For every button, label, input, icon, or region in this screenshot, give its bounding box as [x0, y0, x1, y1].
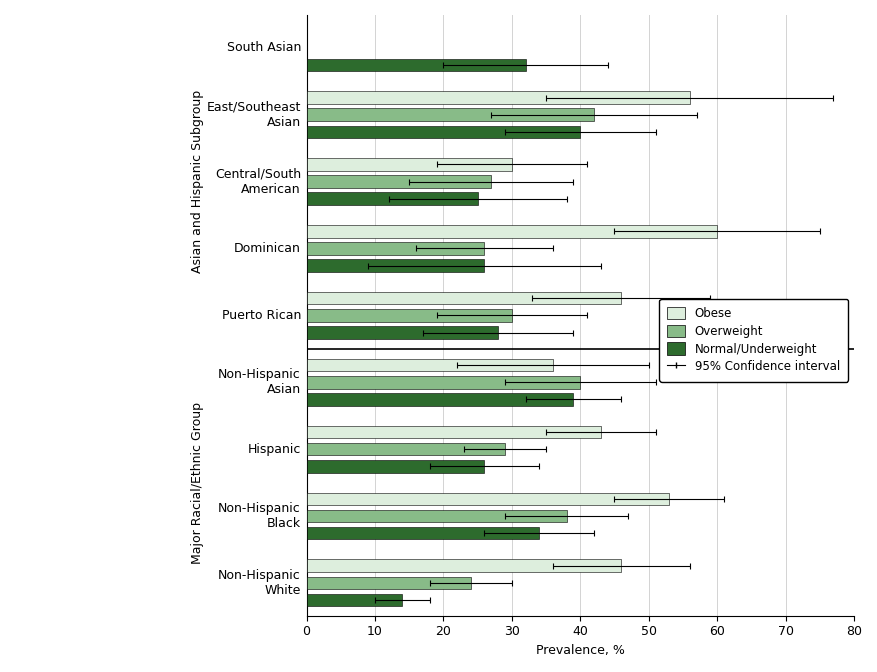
- Bar: [307, 460, 484, 472]
- Bar: [307, 158, 512, 171]
- Text: Major Racial/Ethnic Group: Major Racial/Ethnic Group: [190, 402, 203, 564]
- Bar: [307, 175, 491, 188]
- Text: Asian and Hispanic Subgroup: Asian and Hispanic Subgroup: [190, 90, 203, 273]
- Bar: [307, 192, 478, 205]
- Bar: [307, 527, 539, 540]
- Bar: [307, 493, 669, 505]
- X-axis label: Prevalence, %: Prevalence, %: [536, 644, 624, 657]
- Bar: [307, 58, 525, 71]
- Bar: [307, 225, 717, 238]
- Bar: [307, 560, 621, 572]
- Bar: [307, 126, 581, 138]
- Bar: [307, 510, 567, 522]
- Bar: [307, 577, 471, 589]
- Bar: [307, 376, 581, 388]
- Bar: [307, 108, 594, 121]
- Bar: [307, 309, 512, 322]
- Legend: Obese, Overweight, Normal/Underweight, 95% Confidence interval: Obese, Overweight, Normal/Underweight, 9…: [660, 299, 848, 382]
- Bar: [307, 326, 498, 339]
- Bar: [307, 91, 689, 104]
- Bar: [307, 242, 484, 255]
- Bar: [307, 393, 574, 406]
- Bar: [307, 259, 484, 272]
- Bar: [307, 425, 601, 438]
- Bar: [307, 594, 403, 606]
- Bar: [307, 443, 505, 456]
- Bar: [307, 292, 621, 304]
- Bar: [307, 359, 553, 372]
